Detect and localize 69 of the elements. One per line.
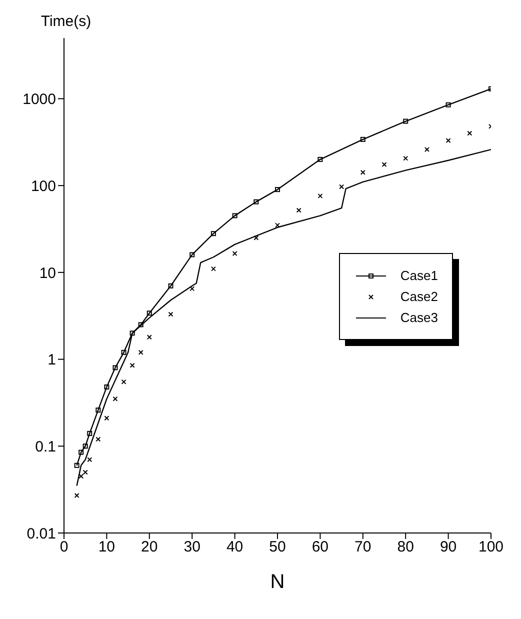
x-tick-label: 90	[440, 538, 457, 556]
point	[96, 408, 101, 413]
x-tick-label: 10	[98, 538, 116, 556]
point	[130, 362, 135, 368]
x-tick-label: 40	[226, 538, 244, 556]
point	[96, 436, 101, 442]
x-tick-label: 0	[60, 538, 68, 556]
point	[78, 474, 84, 479]
point	[74, 493, 80, 498]
point	[360, 170, 366, 175]
point	[146, 334, 152, 340]
point	[87, 430, 92, 436]
point	[232, 251, 238, 256]
point	[446, 138, 451, 144]
point	[296, 208, 302, 213]
y-tick-label: 10	[39, 264, 56, 282]
y-tick-label: 1	[48, 352, 56, 369]
legend-label: Case1	[400, 268, 438, 283]
point	[403, 156, 408, 161]
point	[104, 416, 110, 421]
point	[275, 187, 280, 192]
point	[210, 266, 216, 272]
point	[254, 199, 259, 204]
point	[318, 156, 323, 162]
point	[130, 330, 135, 336]
point	[275, 222, 280, 228]
point	[403, 118, 408, 124]
point	[190, 286, 195, 292]
legend-label: Case3	[400, 310, 438, 325]
point	[360, 136, 366, 142]
point	[78, 450, 84, 455]
point	[446, 102, 451, 108]
point	[74, 462, 80, 468]
point	[424, 147, 430, 152]
point	[121, 350, 126, 355]
y-tick-label: 100	[30, 178, 56, 195]
y-tick-label: 0.1	[35, 438, 56, 456]
y-tick-label: 0.01	[26, 525, 56, 542]
point	[146, 310, 152, 316]
x-axis-title: N	[270, 571, 285, 593]
x-tick-label: 70	[354, 538, 372, 556]
point	[82, 444, 88, 449]
point	[121, 379, 126, 384]
point	[318, 193, 323, 198]
point	[87, 457, 92, 462]
legend-label: Case2	[400, 289, 438, 304]
point	[138, 350, 144, 355]
point	[168, 312, 174, 317]
y-axis-title: Time(s)	[40, 13, 92, 30]
point	[232, 213, 238, 218]
x-tick-label: 60	[312, 538, 329, 556]
point	[138, 322, 144, 328]
point	[210, 231, 216, 236]
point	[254, 235, 259, 240]
point	[382, 162, 387, 167]
point	[112, 396, 118, 402]
point	[168, 283, 174, 288]
x-tick-label: 20	[141, 538, 158, 556]
point	[339, 184, 344, 190]
point	[190, 252, 195, 258]
point	[104, 384, 110, 390]
x-tick-label: 80	[397, 538, 414, 556]
x-tick-label: 50	[269, 538, 286, 556]
point	[112, 365, 118, 370]
y-tick-label: 1000	[22, 91, 56, 108]
x-tick-label: 30	[184, 538, 200, 556]
point	[82, 470, 88, 475]
point	[467, 130, 472, 136]
x-tick-label: 100	[478, 538, 504, 556]
